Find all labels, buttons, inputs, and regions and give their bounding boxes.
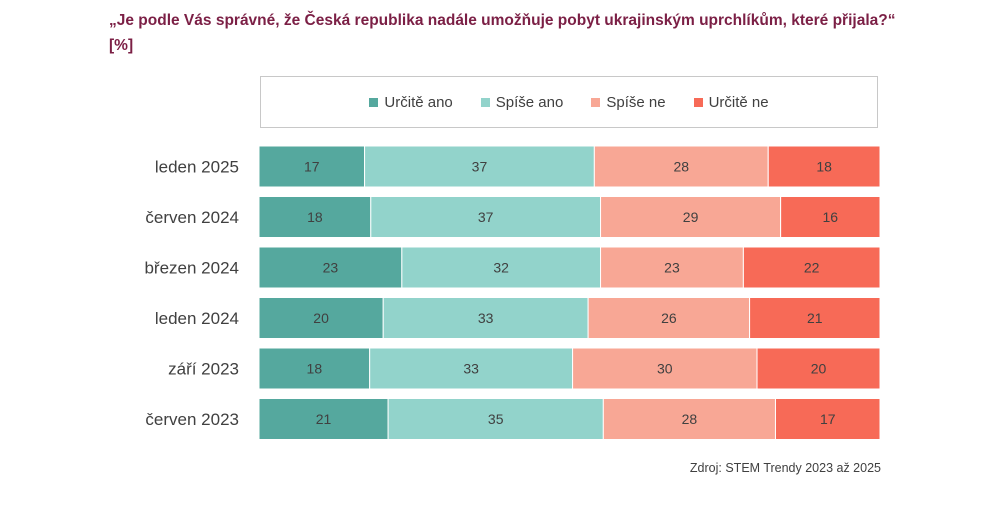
legend-swatch-urcite-ano	[369, 97, 379, 107]
category-label: červen 2023	[145, 410, 239, 429]
bar-segment	[593, 145, 769, 188]
data-label: 16	[823, 209, 839, 225]
data-label: 37	[472, 159, 488, 175]
legend-swatch-spise-ne	[591, 97, 601, 107]
data-label: 33	[478, 310, 494, 326]
chart-title: „Je podle Vás správné, že Česká republik…	[109, 12, 896, 54]
legend-swatch-spise-ano	[480, 97, 490, 107]
data-label: 35	[488, 411, 504, 427]
data-label: 18	[816, 159, 832, 175]
legend-item-urcite-ano: Určitě ano	[369, 93, 453, 111]
legend-item-spise-ne: Spíše ne	[591, 93, 666, 111]
bar-segment	[602, 398, 776, 440]
data-label: 23	[664, 260, 680, 276]
chart-legend: Určitě ano Spíše ano Spíše ne Určitě ne	[260, 76, 878, 128]
data-label: 20	[811, 361, 827, 377]
bar-segment	[600, 196, 782, 238]
data-label: 33	[463, 361, 479, 377]
bar-segment	[756, 347, 881, 390]
source-note: Zdroj: STEM Trendy 2023 až 2025	[689, 461, 881, 475]
data-label: 18	[307, 209, 323, 225]
legend-swatch-urcite-ne	[693, 97, 703, 107]
data-label: 32	[493, 260, 509, 276]
data-label: 21	[316, 411, 332, 427]
category-label: září 2023	[168, 360, 239, 379]
bar-segment	[780, 196, 881, 238]
legend-label-spise-ano: Spíše ano	[495, 93, 564, 111]
data-label: 20	[313, 310, 329, 326]
category-label: leden 2024	[155, 309, 239, 328]
bar-segment	[258, 347, 371, 390]
bar-segment	[749, 297, 881, 339]
bar-segment	[600, 246, 744, 289]
bar-segment	[258, 246, 403, 289]
legend-label-urcite-ano: Určitě ano	[384, 93, 453, 111]
bar-segment	[572, 347, 758, 390]
data-label: 21	[807, 310, 823, 326]
legend-label-urcite-ne: Určitě ne	[708, 93, 769, 111]
data-label: 30	[657, 361, 673, 377]
bar-segment	[742, 246, 881, 289]
bar-segment	[364, 145, 595, 188]
data-label: 17	[820, 411, 836, 427]
bar-segment	[387, 398, 604, 440]
data-label: 29	[683, 209, 699, 225]
category-label: červen 2024	[145, 208, 239, 227]
legend-item-spise-ano: Spíše ano	[480, 93, 564, 111]
data-label: 23	[323, 260, 339, 276]
bar-segment	[258, 145, 366, 188]
bar-segment	[369, 347, 574, 390]
data-label: 28	[673, 159, 689, 175]
bar-segment	[767, 145, 881, 188]
data-label: 26	[661, 310, 677, 326]
data-label: 22	[804, 260, 820, 276]
data-label: 18	[307, 361, 323, 377]
data-label: 28	[682, 411, 698, 427]
bar-segment	[401, 246, 602, 289]
data-label: 37	[478, 209, 494, 225]
data-label: 17	[304, 159, 320, 175]
bar-segment	[774, 398, 881, 440]
category-label: leden 2025	[155, 158, 239, 177]
legend-label-spise-ne: Spíše ne	[606, 93, 666, 111]
category-label: březen 2024	[144, 259, 239, 278]
legend-item-urcite-ne: Určitě ne	[693, 93, 769, 111]
